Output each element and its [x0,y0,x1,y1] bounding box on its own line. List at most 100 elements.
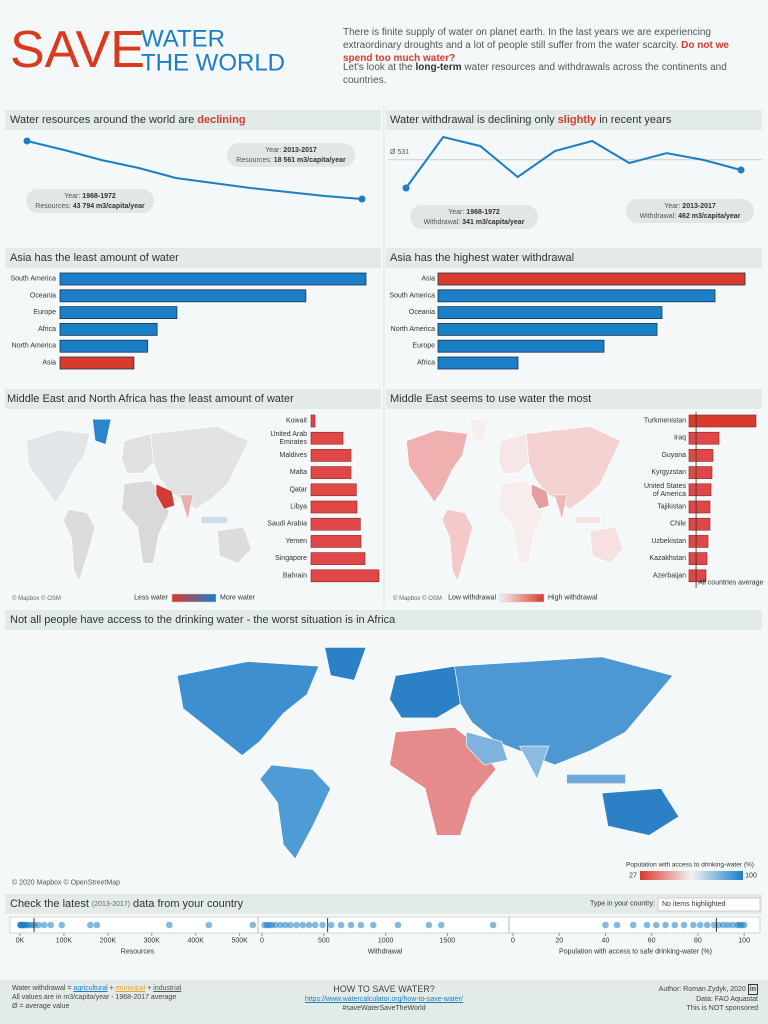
dot [319,921,326,929]
formula: Water withdrawal = agricultural + munici… [12,984,242,993]
annotation-year: 2013-2017 [682,203,716,210]
dot [680,921,688,929]
dot [272,921,279,929]
x-tick-label: 100 [738,938,750,945]
footer-band [0,980,768,1024]
label-line: United Arab [270,431,307,438]
map-region [531,483,550,510]
legend-title: Population with access to drinking-water… [626,862,754,869]
x-tick-label: 500 [318,938,330,945]
dot [724,921,732,929]
bar [688,500,711,514]
map-region [566,773,626,785]
title-part: Middle East and North Africa has the lea… [7,393,294,405]
annotation-prefix: Withdrawal: [424,219,461,226]
category-label: Iraq [674,435,686,442]
bar [688,535,709,548]
x-tick-label: 0 [511,938,515,945]
bar [310,431,344,445]
category-label: Turkmenistan [644,418,686,425]
map-region [574,516,601,524]
legend-bar [640,871,743,880]
footer-right: Author: Roman Zydyk, 2020 in Data: FAO A… [558,984,758,1013]
map-region [389,665,461,719]
annotation: Withdrawal: 462 m3/capita/year [640,213,741,220]
dot [277,921,284,929]
panel-title: Not all people have access to the drinki… [10,614,396,626]
data-source: Data: FAO Aquastat [696,996,758,1003]
formula-part: industrial [153,985,182,992]
category-label: Maldives [279,452,307,459]
sponsor: This is NOT sponsored [686,1005,758,1012]
title-part: Asia has the least amount of water [10,252,179,264]
map-region [121,433,154,474]
logo[interactable]: in [747,984,758,995]
panel-header [5,610,762,630]
bar [310,517,361,531]
map-region [553,494,568,521]
legend-tick: 27 [629,873,637,880]
bar [59,289,307,303]
intro: There is finite supply of water on plane… [343,26,761,65]
panel-title: Check the latest (2013-2017) data from you… [10,898,244,910]
annotation-box [626,199,754,223]
category-label: Europe [412,343,435,350]
footer-left: Water withdrawal = agricultural + munici… [12,984,242,1011]
dot [357,921,365,929]
map-region [525,426,621,510]
formula-part: municipal [115,985,146,992]
plus: + [147,985,152,992]
legend-label: More water [220,595,256,602]
dot [166,921,173,929]
title-part: declining [197,114,245,126]
attribution: © 2020 Mapbox © OpenStreetMap [12,879,120,887]
category-label: United States of America [644,482,687,497]
bar [688,483,712,497]
title-small: WATER [141,26,225,53]
plus: + [109,985,114,992]
map-region [465,731,508,766]
dot [35,921,42,929]
title-part: Middle East seems to use water the most [390,393,591,405]
category-label: North America [12,343,56,350]
dot [40,921,48,929]
dot [729,921,736,929]
category-label: United Arab Emirates [270,431,307,446]
dot [671,921,679,929]
formula-label: Water withdrawal = [12,985,72,992]
title-part: Water resources around the world are [10,114,194,126]
search-box[interactable] [657,897,761,912]
bar [310,483,357,497]
category-label: Kuwait [286,418,307,425]
title-part: (2013-2017) [92,901,130,908]
x-tick-label: 1500 [440,938,456,945]
panel-title: Middle East and North Africa has the lea… [7,393,294,405]
end-point [402,184,410,192]
bar [688,517,711,531]
search-label: Type in your country: [590,901,655,908]
bar [688,552,708,565]
map-region [469,418,489,445]
dot [689,921,697,929]
title-part: Not all people have access to the drinki… [10,614,396,626]
panel-title: Water withdrawal is declining only slight… [390,114,672,126]
map-region [200,516,228,524]
legend-label: High withdrawal [548,595,598,602]
dot [720,921,727,929]
annotation-year: 1968-1972 [466,209,500,216]
map-region [497,433,530,474]
title-part: in recent years [599,114,672,126]
panel-header [386,248,762,268]
map-region [324,647,367,681]
link[interactable]: https://www.watercalculator.org/how-to-s… [305,996,463,1003]
dot [696,921,704,929]
category-label: Oceania [30,292,56,299]
end-point [737,166,745,174]
category-label: Asia [421,276,435,283]
bar [59,306,178,320]
dot [369,921,377,929]
x-tick-label: 400K [188,938,205,945]
category-label: Yemen [285,538,307,545]
annotation-prefix: Year: [64,193,80,200]
intro-text: There is finite supply of water on plane… [343,27,711,51]
